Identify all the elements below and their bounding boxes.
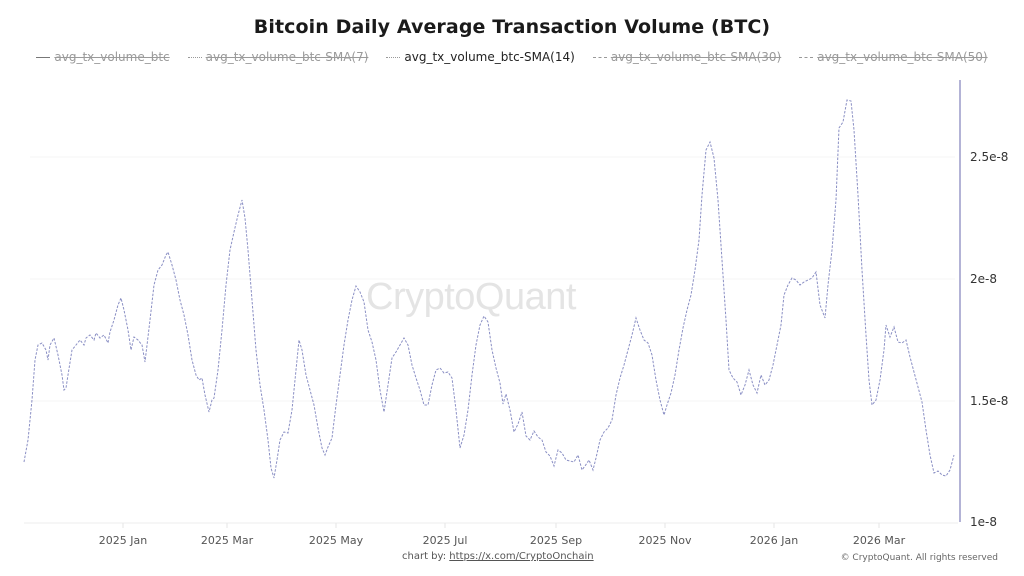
legend: avg_tx_volume_btc avg_tx_volume_btc-SMA(… xyxy=(0,50,1024,64)
solid-line-icon xyxy=(36,56,51,58)
x-tick-label: 2025 Jan xyxy=(98,534,148,547)
dotted-line-icon xyxy=(187,56,202,58)
x-tick-label: 2025 May xyxy=(308,534,364,547)
credit-link[interactable]: https://x.com/CryptoOnchain xyxy=(449,551,594,562)
y-tick-label: 2.5e-8 xyxy=(970,150,1009,164)
gridlines xyxy=(30,156,955,402)
x-tick-label: 2026 Mar xyxy=(852,534,906,547)
credit-prefix: chart by: xyxy=(402,551,450,562)
legend-item-sma30[interactable]: avg_tx_volume_btc-SMA(30) xyxy=(592,50,782,64)
x-tick-label: 2026 Jan xyxy=(749,534,799,547)
legend-item-sma14[interactable]: avg_tx_volume_btc-SMA(14) xyxy=(386,50,575,64)
dashed-line-icon xyxy=(799,56,814,58)
legend-label: avg_tx_volume_btc xyxy=(54,50,170,64)
x-tick-label: 2025 Jul xyxy=(422,534,468,547)
legend-label: avg_tx_volume_btc-SMA(14) xyxy=(404,50,575,64)
chart-credit: chart by: https://x.com/CryptoOnchain xyxy=(402,551,594,562)
x-tick-marks xyxy=(122,523,880,528)
legend-item-sma50[interactable]: avg_tx_volume_btc-SMA(50) xyxy=(799,50,988,64)
x-tick-label: 2025 Sep xyxy=(529,534,583,547)
y-tick-label: 1e-8 xyxy=(970,515,997,529)
copyright-notice: © CryptoQuant. All rights reserved xyxy=(840,553,998,563)
chart-title: Bitcoin Daily Average Transaction Volume… xyxy=(253,16,771,38)
legend-label: avg_tx_volume_btc-SMA(7) xyxy=(205,50,369,64)
sma14-series-line xyxy=(23,99,955,479)
x-tick-label: 2025 Nov xyxy=(638,534,692,547)
legend-label: avg_tx_volume_btc-SMA(50) xyxy=(817,50,988,64)
dotted-line-icon xyxy=(386,56,401,58)
legend-item-sma7[interactable]: avg_tx_volume_btc-SMA(7) xyxy=(187,50,369,64)
x-tick-label: 2025 Mar xyxy=(200,534,254,547)
legend-label: avg_tx_volume_btc-SMA(30) xyxy=(610,50,782,64)
dashed-line-icon xyxy=(592,56,607,58)
y-tick-label: 1.5e-8 xyxy=(970,394,1009,408)
legend-item-raw[interactable]: avg_tx_volume_btc xyxy=(36,50,170,64)
y-tick-label: 2e-8 xyxy=(970,272,997,286)
